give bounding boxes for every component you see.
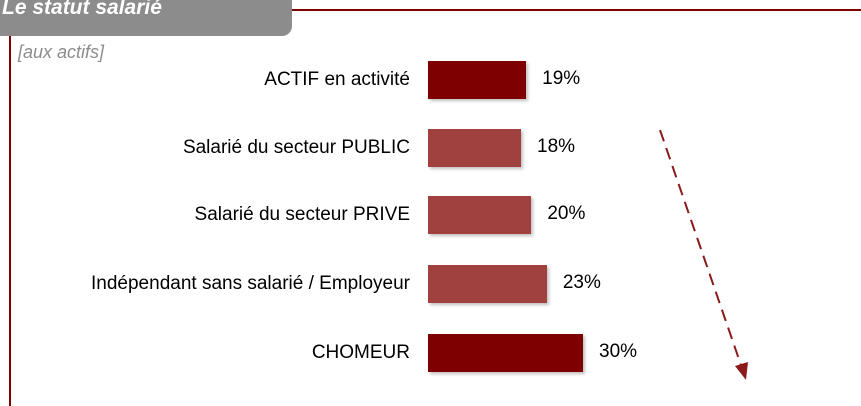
- value-label: 30%: [599, 341, 638, 362]
- bar: [428, 265, 547, 303]
- bar: [428, 129, 521, 167]
- bar: [428, 61, 527, 99]
- category-label: Salarié du secteur PUBLIC: [182, 137, 410, 158]
- category-label: ACTIF en activité: [264, 69, 410, 90]
- value-label: 18%: [537, 136, 576, 157]
- bar: [428, 334, 583, 372]
- bar: [428, 196, 532, 234]
- value-label: 19%: [542, 68, 581, 89]
- arrow-head: [735, 362, 748, 380]
- subtitle: [aux actifs]: [18, 42, 105, 62]
- title: Le statut salarié: [2, 0, 162, 19]
- value-label: 20%: [547, 203, 586, 224]
- category-label: Indépendant sans salarié / Employeur: [91, 273, 410, 294]
- title-tab: [0, 0, 292, 36]
- arrow-line: [659, 129, 743, 369]
- frame-top: [280, 9, 861, 11]
- category-label: CHOMEUR: [311, 342, 410, 363]
- value-label: 23%: [562, 272, 601, 293]
- category-label: Salarié du secteur PRIVE: [194, 204, 410, 225]
- frame-left: [9, 34, 11, 406]
